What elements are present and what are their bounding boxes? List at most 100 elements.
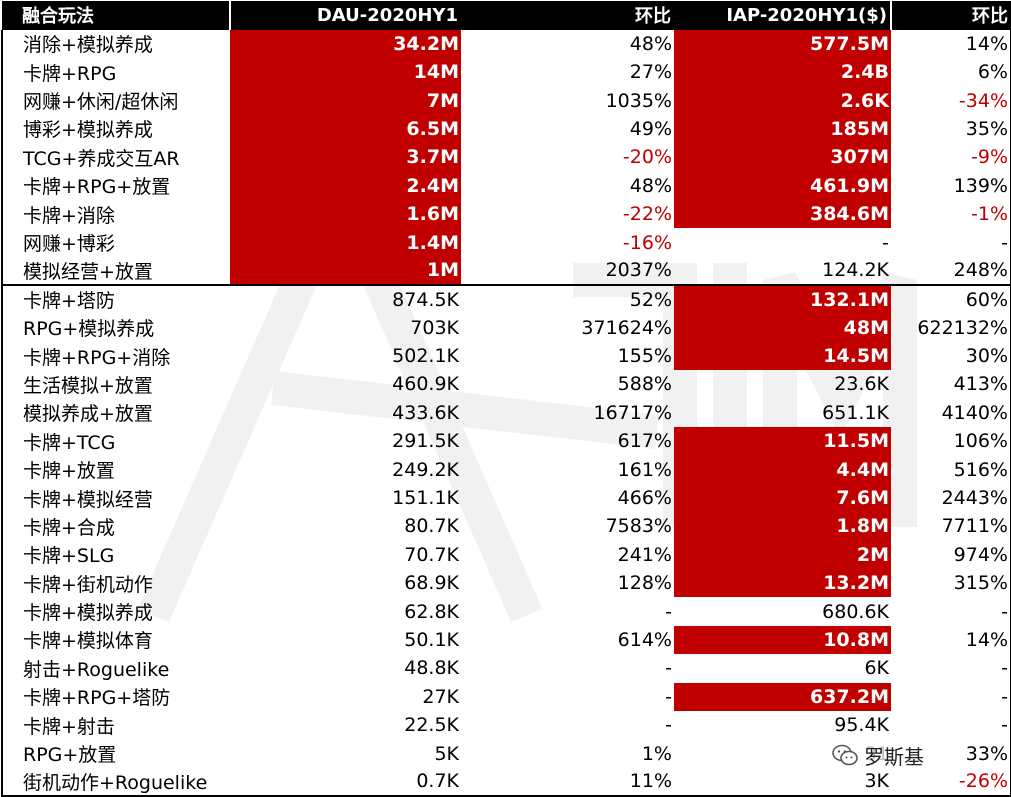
dau-change-cell: -: [665, 714, 672, 737]
dau-cell: 1.6M: [230, 199, 461, 229]
dau-change-cell: -: [665, 685, 672, 708]
header-iap-change: 环比: [890, 1, 1011, 30]
table-row: TCG+养成交互AR 3.7M -20% 307M -9%: [1, 143, 1011, 172]
iap-cell: 14.5M: [674, 341, 891, 371]
genre-cell: 卡牌+RPG+塔防: [1, 682, 230, 711]
dau-cell: 2.4M: [230, 171, 461, 200]
iap-cell: 384.6M: [674, 199, 891, 229]
table-row: 消除+模拟养成 34.2M 48% 577.5M 14%: [1, 29, 1011, 58]
dau-change-cell: 1035%: [605, 89, 672, 112]
genre-cell: 街机动作+Roguelike: [1, 767, 230, 797]
genre-cell: 网赚+休闲/超休闲: [1, 86, 230, 115]
genre-cell: RPG+放置: [1, 739, 230, 768]
table-row: 街机动作+Roguelike 0.7K 11% 3K -26%: [1, 767, 1011, 797]
iap-change-cell: -: [891, 597, 1011, 626]
genre-cell: 卡牌+SLG: [1, 540, 230, 570]
iap-change-cell: 30%: [891, 341, 1011, 371]
genre-cell: 消除+模拟养成: [1, 29, 230, 58]
header-dau: DAU-2020HY1: [229, 1, 461, 30]
genre-cell: 卡牌+合成: [1, 512, 230, 541]
dau-change-cell: 16717%: [593, 401, 673, 424]
genre-cell: TCG+养成交互AR: [1, 143, 230, 172]
dau-cell: 62.8K: [404, 600, 459, 623]
dau-cell: 460.9K: [392, 373, 459, 396]
iap-cell: 461.9M: [674, 171, 891, 200]
dau-change-cell: 128%: [617, 572, 672, 595]
table-row: 生活模拟+放置 460.9K 588% 23.6K 413%: [1, 370, 1011, 399]
dau-cell: 0.7K: [230, 767, 461, 797]
dau-change-cell: 52%: [461, 284, 674, 314]
iap-change-cell: 14%: [891, 625, 1011, 655]
table-row: 卡牌+RPG+放置 2.4M 48% 461.9M 139%: [1, 171, 1011, 200]
iap-cell: 680.6K: [822, 600, 889, 623]
genre-cell: 卡牌+模拟养成: [1, 597, 230, 626]
dau-cell: 48.8K: [404, 657, 459, 680]
iap-cell: 4.4M: [674, 455, 891, 484]
iap-cell: 7.6M: [674, 483, 891, 513]
iap-change-cell: -34%: [891, 86, 1011, 115]
iap-change-cell: -1%: [891, 199, 1011, 229]
table-row: 卡牌+模拟养成 62.8K -680.6K -: [1, 597, 1011, 626]
genre-cell: 卡牌+模拟体育: [1, 625, 230, 655]
dau-change-cell: -20%: [622, 146, 672, 169]
iap-cell: 2M: [674, 540, 891, 570]
genre-cell: 网赚+博彩: [1, 228, 230, 257]
header-iap: IAP-2020HY1($): [674, 1, 891, 30]
genre-cell: 卡牌+消除: [1, 199, 230, 229]
dau-change-cell: 2037%: [605, 259, 672, 282]
dau-change-cell: 371624%: [581, 316, 672, 339]
table-row: 网赚+博彩 1.4M -16% - -: [1, 228, 1011, 257]
iap-change-cell: 2443%: [891, 483, 1011, 513]
header-dau-change: 环比: [461, 1, 674, 30]
dau-cell: 7M: [230, 86, 461, 115]
iap-cell: 651.1K: [822, 401, 889, 424]
dau-cell: 291.5K: [392, 430, 459, 453]
genre-cell: 卡牌+射击: [1, 710, 230, 740]
genre-cell: 卡牌+TCG: [1, 427, 230, 456]
iap-change-cell: -: [891, 710, 1011, 740]
iap-cell: 23.6K: [834, 373, 889, 396]
dau-cell: 433.6K: [392, 401, 459, 424]
iap-cell: 2.6K: [674, 86, 891, 115]
dau-change-cell: 7583%: [605, 515, 672, 538]
iap-change-cell: 413%: [891, 370, 1011, 399]
iap-cell: 124.2K: [822, 259, 889, 282]
table-row: RPG+模拟养成 703K 371624% 48M 622132%: [1, 313, 1011, 342]
dau-cell: 1M: [230, 256, 461, 286]
table-row: 卡牌+塔防 874.5K 52% 132.1M 60%: [1, 284, 1011, 314]
dau-cell: 27K: [422, 685, 459, 708]
table-row: 卡牌+RPG+消除 502.1K 155% 14.5M 30%: [1, 341, 1011, 371]
iap-change-cell: 4140%: [891, 398, 1011, 428]
iap-cell: -: [882, 231, 889, 254]
dau-change-cell: 48%: [629, 32, 672, 55]
table-row: 卡牌+射击 22.5K -95.4K -: [1, 710, 1011, 740]
dau-cell: 22.5K: [404, 714, 459, 737]
header-row: 融合玩法 DAU-2020HY1 环比 IAP-2020HY1($) 环比: [2, 1, 1011, 30]
dau-change-cell: 49%: [629, 117, 672, 140]
genre-cell: 卡牌+RPG: [1, 57, 230, 87]
iap-cell: 1.8M: [674, 512, 891, 541]
dau-change-cell: 11%: [461, 767, 674, 797]
iap-cell: 48M: [674, 313, 891, 342]
dau-cell: 5K: [434, 742, 459, 765]
wechat-account-name: 罗斯基: [864, 744, 924, 769]
iap-cell: 10.8M: [674, 625, 891, 655]
dau-cell: 151.1K: [392, 487, 459, 510]
iap-cell: 13.2M: [674, 569, 891, 598]
genre-cell: 卡牌+街机动作: [1, 569, 230, 598]
wechat-badge: 罗斯基: [826, 738, 930, 772]
table-row: 射击+Roguelike 48.8K -6K -: [1, 654, 1011, 683]
genre-cell: 卡牌+RPG+消除: [1, 341, 230, 371]
dau-change-cell: 161%: [617, 458, 672, 481]
genre-cell: RPG+模拟养成: [1, 313, 230, 342]
dau-change-cell: 466%: [617, 487, 672, 510]
table-row: 博彩+模拟养成 6.5M 49% 185M 35%: [1, 114, 1011, 144]
dau-cell: 50.1K: [404, 628, 459, 651]
genre-cell: 卡牌+放置: [1, 455, 230, 484]
genre-cell: 卡牌+模拟经营: [1, 483, 230, 513]
iap-change-cell: 7711%: [891, 512, 1011, 541]
dau-cell: 1.4M: [230, 228, 461, 257]
iap-cell: 3K: [674, 767, 891, 797]
iap-change-cell: 516%: [891, 455, 1011, 484]
